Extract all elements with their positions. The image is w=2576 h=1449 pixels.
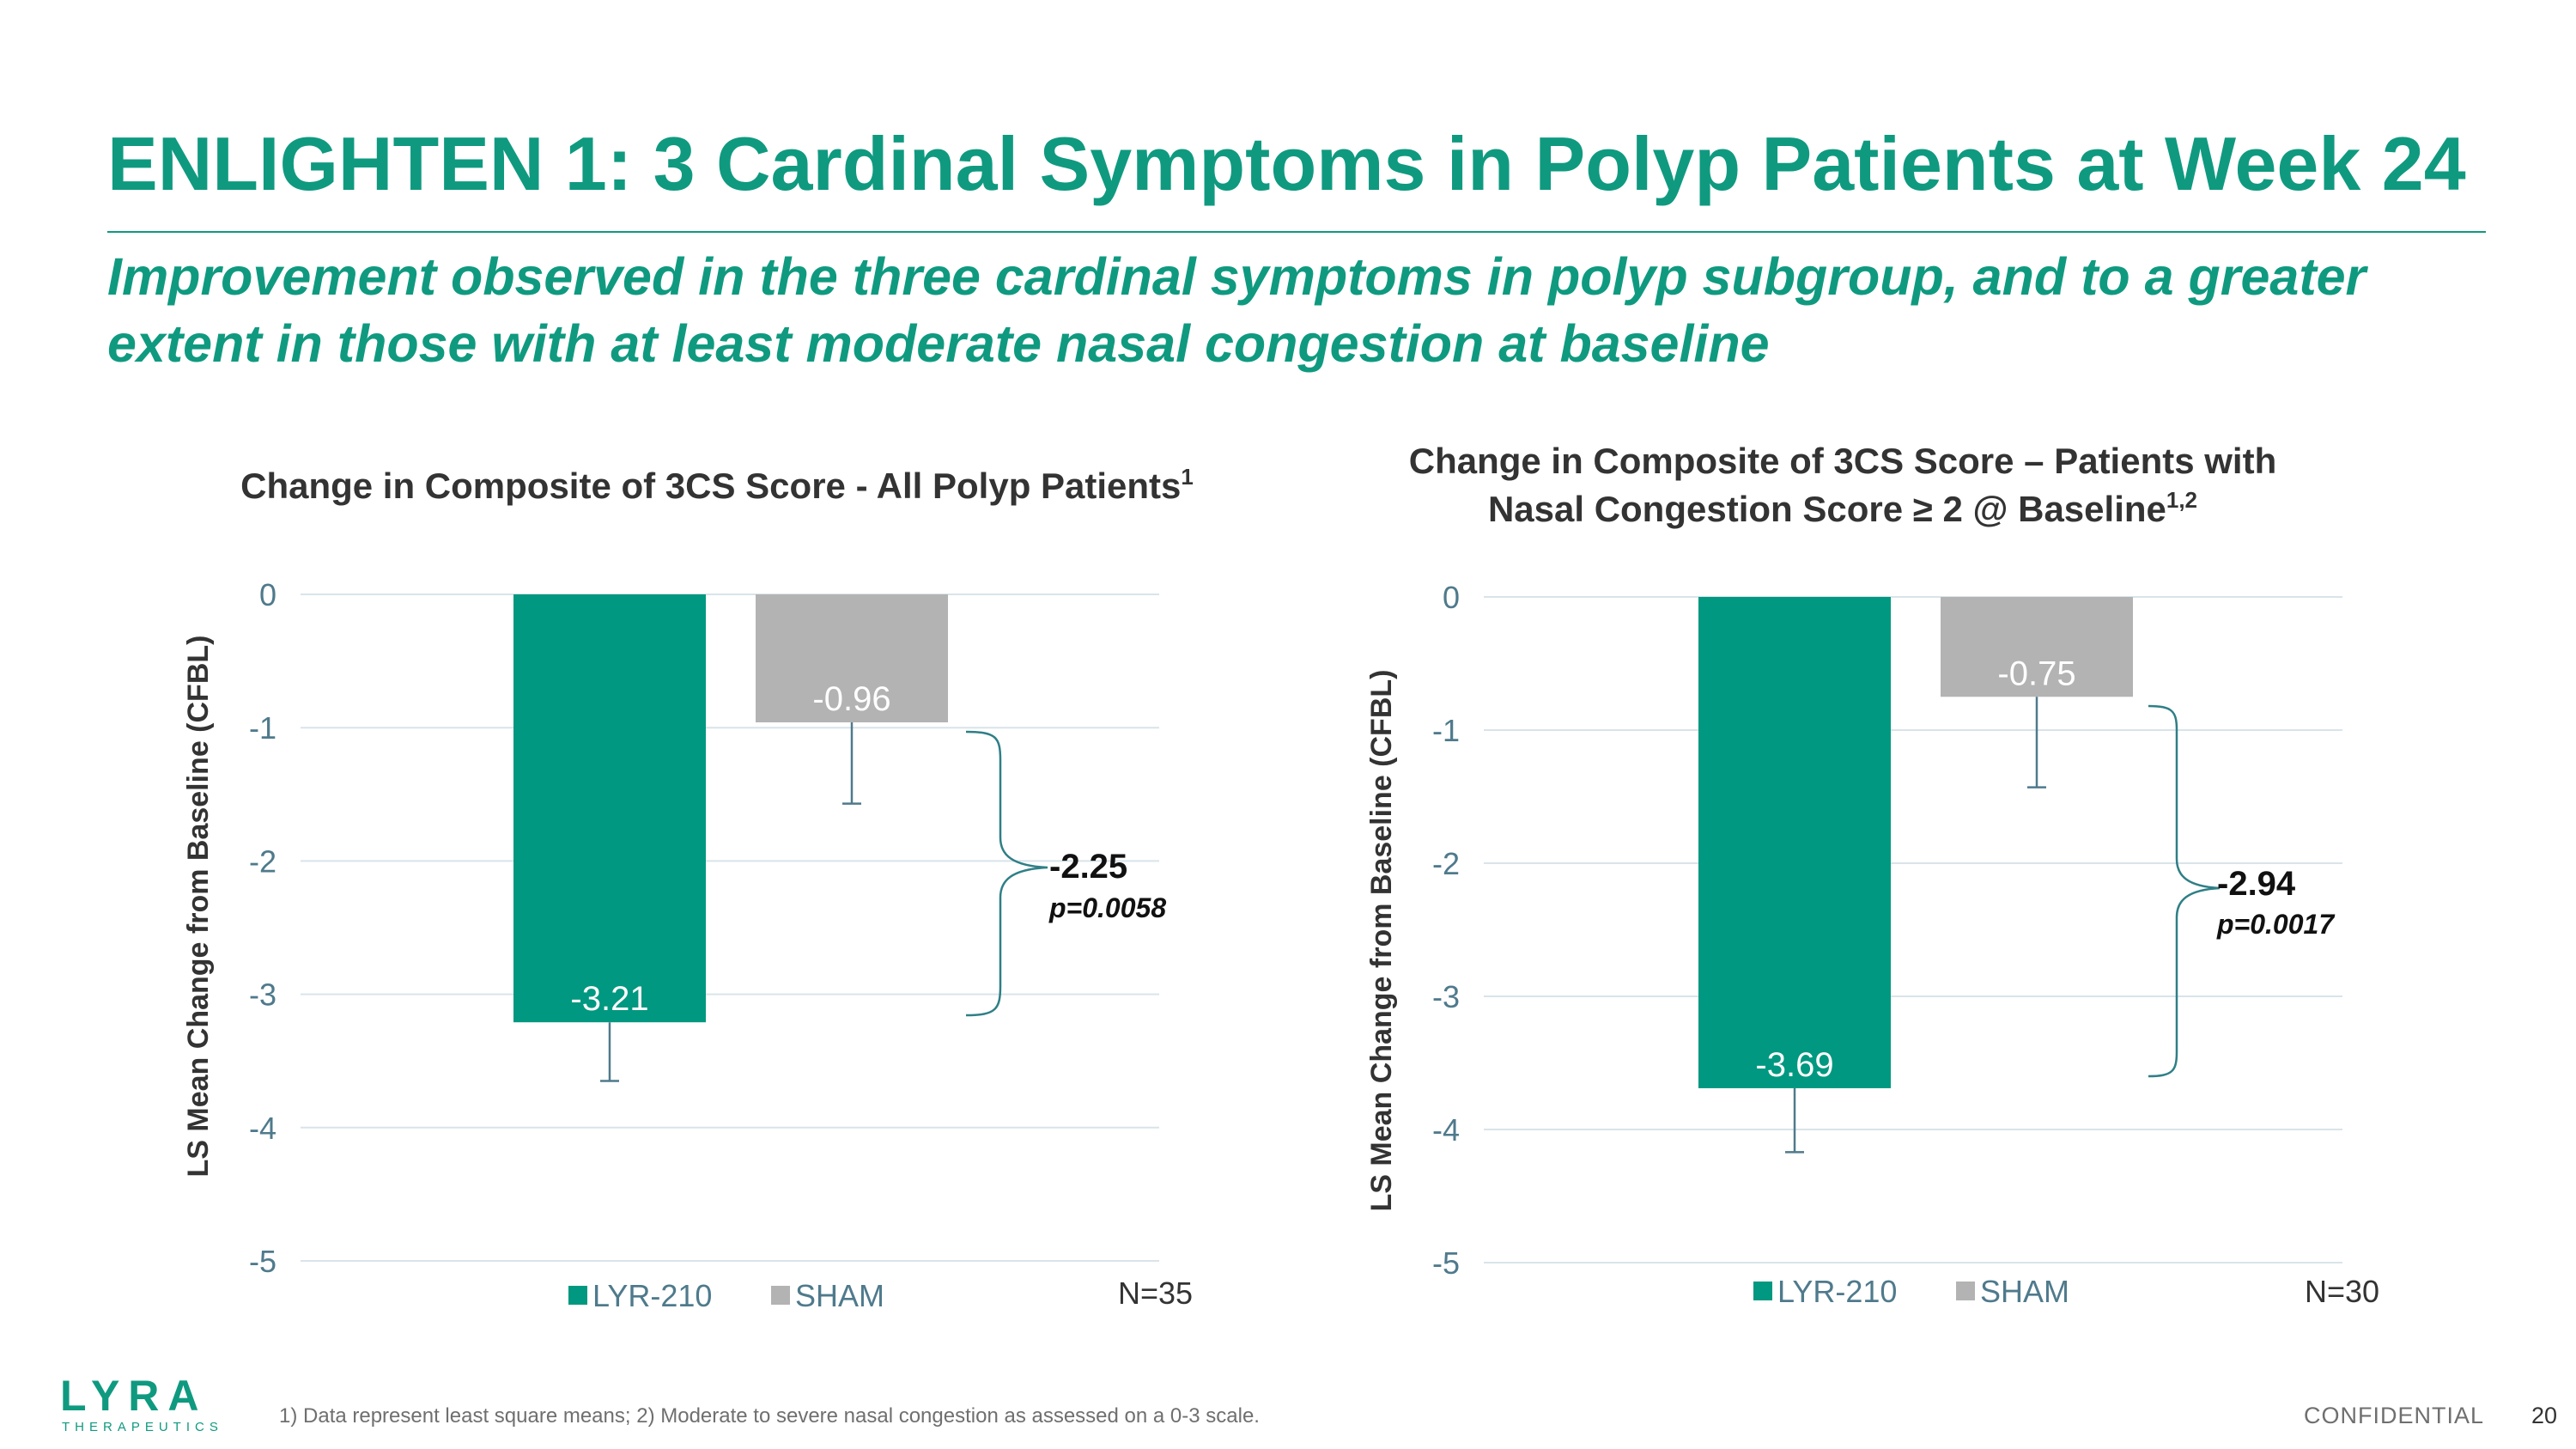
chart-right-value-label-sham: -0.75: [1997, 654, 2075, 692]
lyra-logo: LYRA THERAPEUTICS: [60, 1373, 223, 1434]
chart-right-ytick-label: -3: [1432, 979, 1460, 1014]
chart-right-title-line1: Change in Composite of 3CS Score – Patie…: [1409, 441, 2277, 481]
chart-left-difference: -2.25: [1049, 848, 1127, 886]
chart-left-legend-sham: SHAM: [795, 1278, 884, 1313]
chart-right-brace: [2148, 704, 2221, 1078]
chart-left-legend-swatch-lyr210: [568, 1286, 587, 1305]
chart-left-ytick-label: 0: [259, 577, 276, 612]
page-number: 20: [2531, 1403, 2558, 1428]
chart-right-value-label-lyr210: -3.69: [1755, 1046, 1833, 1084]
chart-left-ytick-label: -3: [249, 977, 276, 1013]
chart-right-ytick-label: -4: [1432, 1112, 1460, 1148]
chart-left-p-value: p=0.0058: [1048, 892, 1166, 923]
chart-left-value-label-sham: -0.96: [812, 680, 890, 718]
chart-right-bar-lyr210: [1698, 597, 1891, 1088]
logo-subtext: THERAPEUTICS: [62, 1420, 223, 1434]
chart-left-title-sup: 1: [1181, 464, 1193, 490]
chart-left-ytick-label: -4: [249, 1111, 276, 1146]
chart-right-title-sup: 1,2: [2166, 487, 2197, 513]
chart-left-bar-lyr210: [513, 594, 706, 1023]
chart-right-ytick-label: -1: [1432, 713, 1460, 748]
chart-right-ylabel: LS Mean Change from Baseline (CFBL): [1365, 670, 1398, 1212]
chart-left: Change in Composite of 3CS Score - All P…: [182, 464, 1194, 1313]
chart-right-legend-swatch-sham: [1956, 1282, 1975, 1300]
chart-right-ytick-label: 0: [1443, 580, 1460, 615]
chart-right-n-label: N=30: [2305, 1274, 2379, 1309]
chart-left-bars: -3.21 -0.96: [513, 594, 948, 1082]
chart-right: Change in Composite of 3CS Score – Patie…: [1365, 441, 2379, 1309]
footnote: 1) Data represent least square means; 2)…: [279, 1404, 1260, 1428]
chart-left-title: Change in Composite of 3CS Score - All P…: [240, 464, 1194, 506]
chart-right-legend-swatch-lyr210: [1753, 1282, 1772, 1300]
chart-left-ytick-label: -5: [249, 1244, 276, 1279]
chart-left-legend-swatch-sham: [771, 1286, 790, 1305]
chart-left-value-label-lyr210: -3.21: [570, 980, 648, 1018]
slide-title: ENLIGHTEN 1: 3 Cardinal Symptoms in Poly…: [107, 121, 2466, 206]
chart-left-brace: [965, 730, 1048, 1017]
chart-left-ytick-label: -2: [249, 843, 276, 879]
slide-subtitle: Improvement observed in the three cardin…: [107, 247, 2366, 373]
chart-right-ytick-label: -2: [1432, 846, 1460, 881]
title-divider: [107, 231, 2486, 233]
chart-left-grid: 0 -1 -2 -3 -4 -5: [249, 577, 1159, 1279]
chart-left-n-label: N=35: [1118, 1275, 1193, 1311]
chart-right-legend-lyr210: LYR-210: [1777, 1274, 1897, 1309]
chart-right-bars: -3.69 -0.75: [1698, 597, 2133, 1154]
chart-left-legend-lyr210: LYR-210: [592, 1278, 712, 1313]
chart-right-title-line2: Nasal Congestion Score ≥ 2 @ Baseline1,2: [1488, 487, 2197, 529]
chart-left-ylabel: LS Mean Change from Baseline (CFBL): [182, 636, 215, 1178]
chart-right-difference: -2.94: [2217, 865, 2296, 903]
chart-right-ytick-label: -5: [1432, 1245, 1460, 1281]
chart-right-grid: 0 -1 -2 -3 -4 -5: [1432, 580, 2342, 1281]
chart-right-legend-sham: SHAM: [1980, 1274, 2069, 1309]
chart-right-p-value: p=0.0017: [2216, 909, 2336, 940]
logo-text: LYRA: [60, 1373, 208, 1420]
chart-right-bar-sham: [1941, 597, 2133, 697]
chart-left-ytick-label: -1: [249, 710, 276, 746]
confidential-label: CONFIDENTIAL: [2304, 1403, 2485, 1428]
chart-left-bar-sham: [756, 594, 948, 722]
